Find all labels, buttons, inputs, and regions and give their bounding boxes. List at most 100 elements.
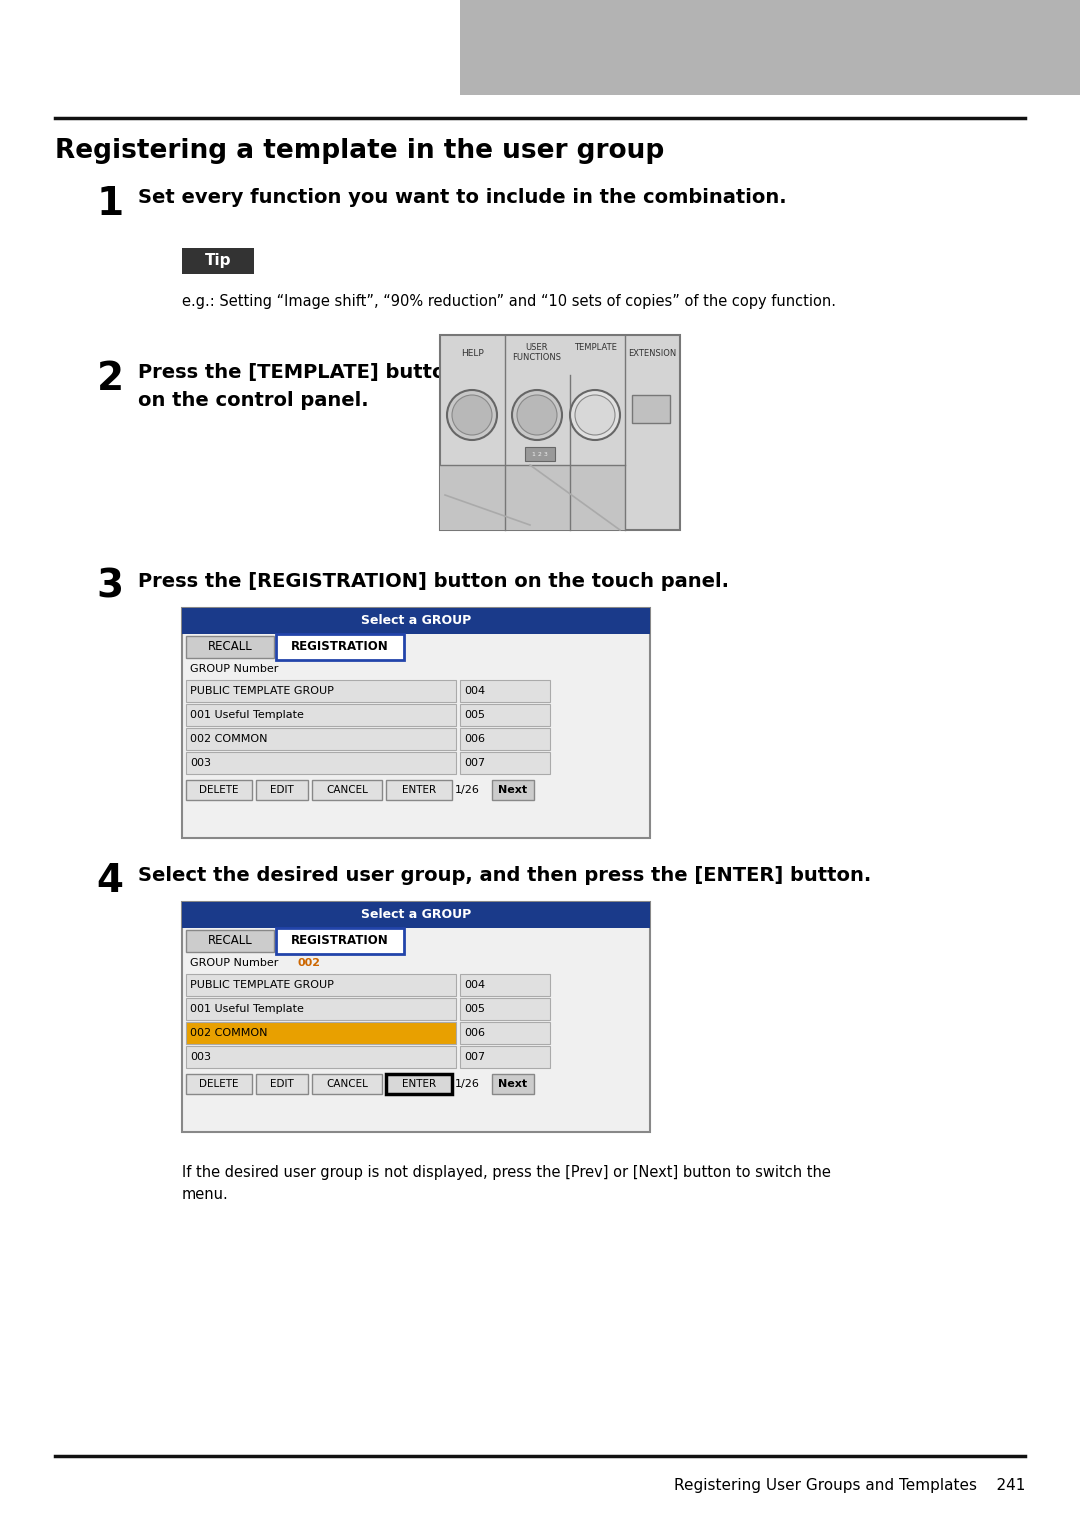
Bar <box>386 1074 453 1094</box>
Bar <box>460 703 550 726</box>
Text: 003: 003 <box>190 758 211 768</box>
Circle shape <box>575 395 615 435</box>
Text: CANCEL: CANCEL <box>326 1079 368 1090</box>
Circle shape <box>512 391 562 439</box>
Text: 003: 003 <box>190 1051 211 1062</box>
Text: 2: 2 <box>96 360 123 398</box>
Text: 3: 3 <box>96 568 123 606</box>
Text: 1/26: 1/26 <box>455 784 480 795</box>
Bar <box>460 681 550 702</box>
Text: 001 Useful Template: 001 Useful Template <box>190 1004 303 1013</box>
Text: 1/26: 1/26 <box>455 1079 480 1090</box>
Bar <box>186 728 456 749</box>
Bar <box>492 1074 534 1094</box>
Text: Press the [REGISTRATION] button on the touch panel.: Press the [REGISTRATION] button on the t… <box>138 572 729 591</box>
Bar <box>186 1022 456 1044</box>
Text: EXTENSION: EXTENSION <box>627 349 676 359</box>
Text: 005: 005 <box>464 1004 485 1013</box>
Text: 002 COMMON: 002 COMMON <box>190 1029 268 1038</box>
Bar <box>460 1022 550 1044</box>
Text: Select the desired user group, and then press the [ENTER] button.: Select the desired user group, and then … <box>138 865 872 885</box>
Bar <box>440 336 680 530</box>
Text: Tip: Tip <box>205 253 231 269</box>
Text: Registering User Groups and Templates    241: Registering User Groups and Templates 24… <box>674 1479 1025 1492</box>
Text: 006: 006 <box>464 1029 485 1038</box>
Text: PUBLIC TEMPLATE GROUP: PUBLIC TEMPLATE GROUP <box>190 687 334 696</box>
Text: HELP: HELP <box>461 349 484 359</box>
Text: 007: 007 <box>464 758 485 768</box>
Text: Press the [TEMPLATE] button
on the control panel.: Press the [TEMPLATE] button on the contr… <box>138 363 459 410</box>
Bar <box>440 465 625 530</box>
Text: e.g.: Setting “Image shift”, “90% reduction” and “10 sets of copies” of the copy: e.g.: Setting “Image shift”, “90% reduct… <box>183 295 836 308</box>
Text: 1 2 3: 1 2 3 <box>532 452 548 456</box>
Text: 002: 002 <box>297 958 320 967</box>
Text: GROUP Number: GROUP Number <box>190 664 279 674</box>
Text: 001 Useful Template: 001 Useful Template <box>190 710 303 720</box>
Text: ENTER: ENTER <box>402 1079 436 1090</box>
Text: Next: Next <box>499 784 527 795</box>
Text: RECALL: RECALL <box>207 934 253 948</box>
Text: If the desired user group is not displayed, press the [Prev] or [Next] button to: If the desired user group is not display… <box>183 1164 831 1202</box>
Bar <box>186 929 274 952</box>
Bar <box>186 998 456 1019</box>
Text: REGISTRATION: REGISTRATION <box>292 641 389 653</box>
Bar <box>186 780 252 800</box>
Bar <box>276 633 404 661</box>
Circle shape <box>447 391 497 439</box>
Text: EDIT: EDIT <box>270 1079 294 1090</box>
Bar <box>632 395 670 423</box>
Text: Select a GROUP: Select a GROUP <box>361 908 471 922</box>
Text: REGISTRATION: REGISTRATION <box>292 934 389 948</box>
Text: CANCEL: CANCEL <box>326 784 368 795</box>
Text: Registering a template in the user group: Registering a template in the user group <box>55 137 664 163</box>
Bar <box>312 780 382 800</box>
Text: 007: 007 <box>464 1051 485 1062</box>
Bar <box>386 780 453 800</box>
Bar <box>460 752 550 774</box>
Text: DELETE: DELETE <box>199 1079 239 1090</box>
Text: PUBLIC TEMPLATE GROUP: PUBLIC TEMPLATE GROUP <box>190 980 334 990</box>
Text: RECALL: RECALL <box>207 641 253 653</box>
Text: Select a GROUP: Select a GROUP <box>361 615 471 627</box>
Text: Next: Next <box>499 1079 527 1090</box>
Text: TEMPLATE: TEMPLATE <box>573 343 617 353</box>
Bar <box>186 681 456 702</box>
Text: 4: 4 <box>96 862 123 900</box>
Bar <box>460 728 550 749</box>
Bar <box>256 1074 308 1094</box>
Text: 004: 004 <box>464 980 485 990</box>
Bar <box>525 447 555 461</box>
Bar <box>460 998 550 1019</box>
Circle shape <box>570 391 620 439</box>
Text: Set every function you want to include in the combination.: Set every function you want to include i… <box>138 188 786 208</box>
Text: 006: 006 <box>464 734 485 745</box>
Bar <box>460 1045 550 1068</box>
Text: 005: 005 <box>464 710 485 720</box>
Bar <box>183 607 650 838</box>
Text: USER
FUNCTIONS: USER FUNCTIONS <box>513 343 562 362</box>
Bar <box>256 780 308 800</box>
Bar <box>183 902 650 928</box>
Text: 002 COMMON: 002 COMMON <box>190 734 268 745</box>
Bar <box>312 1074 382 1094</box>
Bar <box>186 1074 252 1094</box>
Text: GROUP Number: GROUP Number <box>190 958 279 967</box>
Bar <box>186 752 456 774</box>
Bar <box>492 780 534 800</box>
Bar <box>183 249 254 275</box>
Bar <box>183 902 650 1132</box>
Circle shape <box>517 395 557 435</box>
Text: EDIT: EDIT <box>270 784 294 795</box>
Bar <box>460 974 550 996</box>
Bar <box>276 928 404 954</box>
Text: 1: 1 <box>96 185 123 223</box>
Text: DELETE: DELETE <box>199 784 239 795</box>
Bar <box>186 636 274 658</box>
Text: ENTER: ENTER <box>402 784 436 795</box>
Bar <box>183 607 650 633</box>
Bar <box>186 1045 456 1068</box>
Circle shape <box>453 395 492 435</box>
Bar <box>460 0 1080 95</box>
Bar <box>186 974 456 996</box>
Text: 004: 004 <box>464 687 485 696</box>
